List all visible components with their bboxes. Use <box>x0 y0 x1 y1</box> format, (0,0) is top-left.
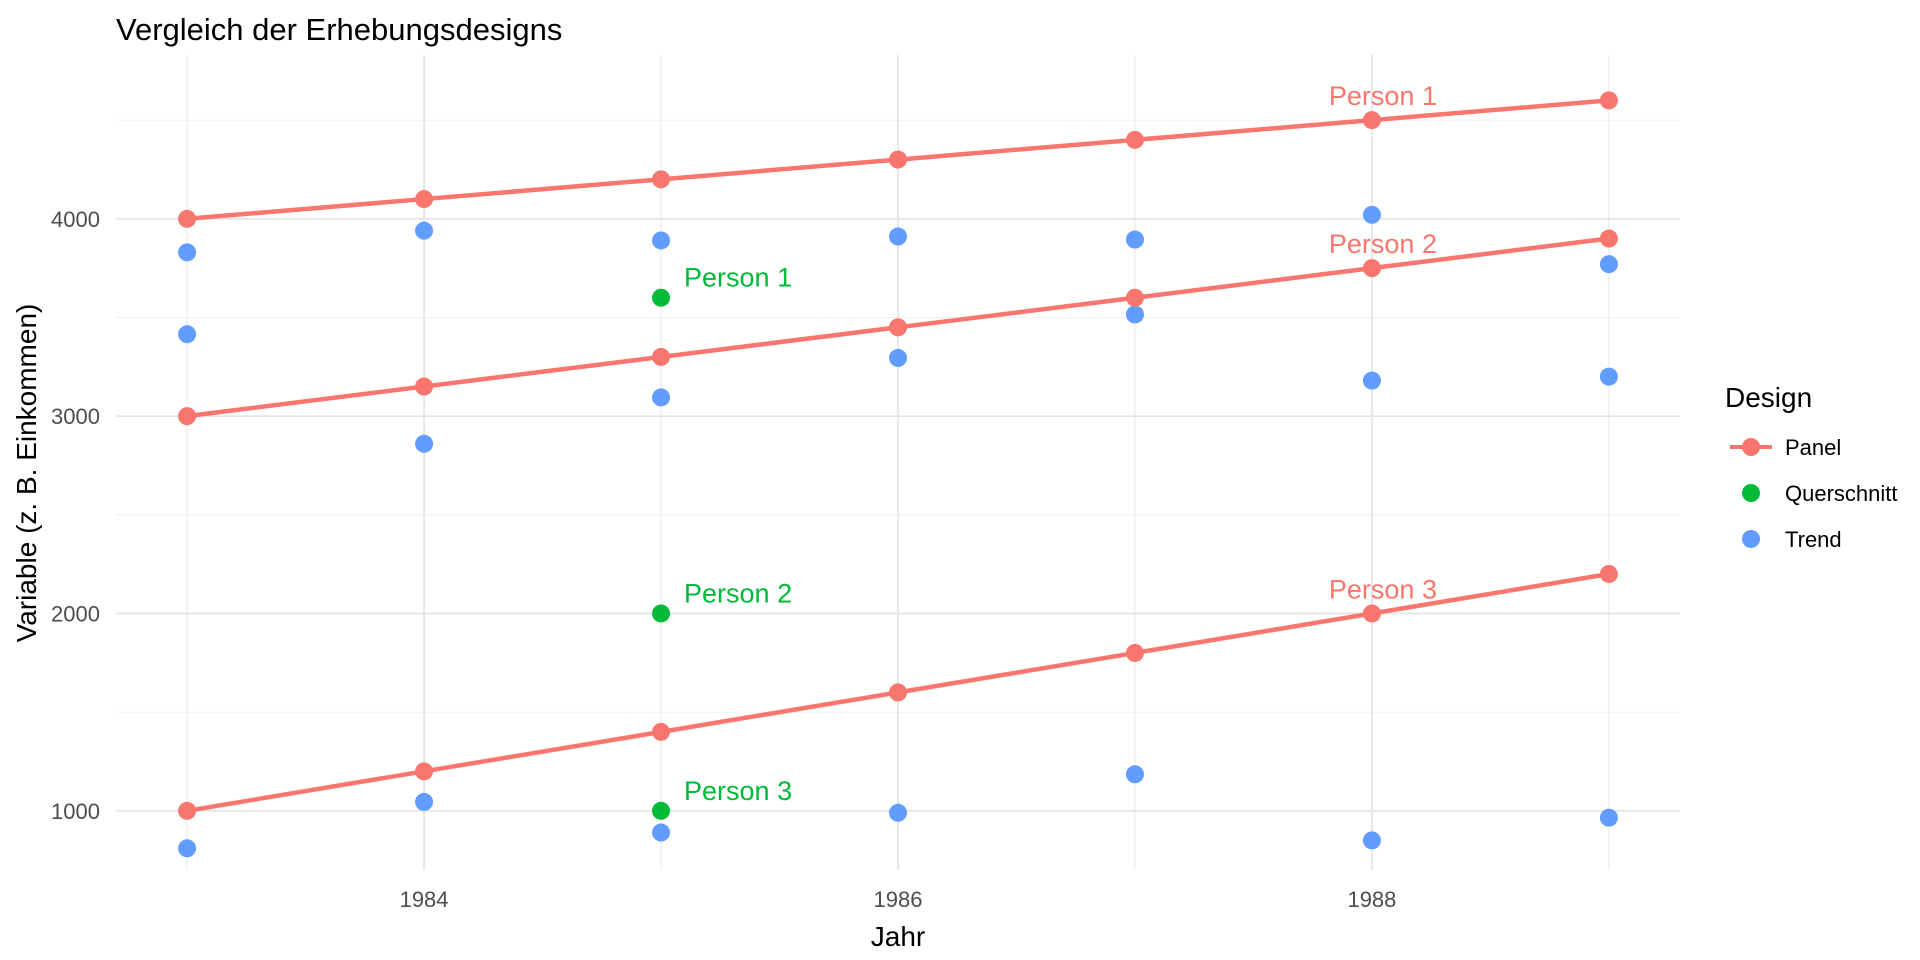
panel-point <box>1362 604 1381 623</box>
chart-title: Vergleich der Erhebungsdesigns <box>116 12 562 47</box>
x-axis-label: Jahr <box>871 921 925 952</box>
trend-point <box>415 792 434 811</box>
grid <box>116 55 1680 870</box>
panel-label-person-3: Person 3 <box>1329 574 1437 604</box>
trend-point <box>1125 305 1144 324</box>
legend-label-trend: Trend <box>1785 527 1842 552</box>
querschnitt-label-person-2: Person 2 <box>684 578 792 608</box>
x-axis-ticks: 1984 1986 1988 <box>400 887 1397 912</box>
legend-key-trend-point <box>1742 530 1760 548</box>
trend-point <box>889 227 907 246</box>
x-tick-label: 1988 <box>1347 887 1396 912</box>
legend-item-panel: Panel <box>1730 435 1841 460</box>
legend-key-panel-point <box>1742 438 1760 456</box>
legend-label-panel: Panel <box>1785 435 1841 460</box>
querschnitt-point <box>652 801 671 820</box>
panel-point <box>415 190 434 209</box>
panel-point <box>889 150 907 169</box>
trend-point <box>178 325 197 344</box>
y-tick-label: 4000 <box>51 207 100 232</box>
panel-point <box>652 170 671 189</box>
panel-point <box>415 377 434 396</box>
trend-point <box>652 231 671 250</box>
trend-point <box>178 839 197 858</box>
trend-point <box>1362 831 1381 850</box>
querschnitt-point <box>652 288 671 307</box>
panel-point <box>1362 111 1381 130</box>
panel-point <box>178 801 197 820</box>
panel-point <box>1125 130 1144 149</box>
trend-point <box>1125 230 1144 249</box>
panel-point <box>1125 288 1144 307</box>
y-axis-ticks: 1000 2000 3000 4000 <box>51 207 100 824</box>
y-tick-label: 1000 <box>51 799 100 824</box>
trend-point <box>889 348 907 367</box>
y-axis-label: Variable (z. B. Einkommen) <box>11 304 42 643</box>
panel-point <box>652 347 671 366</box>
panel-point <box>178 407 197 426</box>
querschnitt-label-person-1: Person 1 <box>684 263 792 293</box>
panel-point <box>178 209 197 228</box>
legend: Design Panel Querschnitt Trend <box>1725 382 1898 552</box>
panel-point <box>1599 564 1618 583</box>
querschnitt-label-person-3: Person 3 <box>684 776 792 806</box>
legend-title: Design <box>1725 382 1812 413</box>
trend-point <box>652 388 671 407</box>
trend-point <box>1599 808 1618 827</box>
legend-label-querschnitt: Querschnitt <box>1785 481 1898 506</box>
plot-area: Person 1 Person 2 Person 3 Person 1 Person 2… <box>178 81 1618 858</box>
trend-point <box>652 823 671 842</box>
x-tick-label: 1986 <box>874 887 923 912</box>
panel-point <box>889 318 907 337</box>
legend-item-trend: Trend <box>1742 527 1842 552</box>
trend-point <box>1599 255 1618 274</box>
panel-point <box>889 683 907 702</box>
trend-point <box>1599 367 1618 386</box>
panel-point <box>1599 229 1618 248</box>
panel-point <box>1125 643 1144 662</box>
trend-point <box>415 434 434 453</box>
panel-point <box>652 722 671 741</box>
y-tick-label: 3000 <box>51 404 100 429</box>
panel-point <box>415 762 434 781</box>
trend-point <box>889 803 907 822</box>
y-tick-label: 2000 <box>51 601 100 626</box>
trend-point <box>415 221 434 240</box>
legend-item-querschnitt: Querschnitt <box>1742 481 1898 506</box>
panel-label-person-1: Person 1 <box>1329 81 1437 111</box>
legend-key-querschnitt-point <box>1742 484 1760 502</box>
trend-point <box>1362 205 1381 224</box>
querschnitt-point <box>652 604 671 623</box>
x-tick-label: 1984 <box>400 887 449 912</box>
panel-label-person-2: Person 2 <box>1329 229 1437 259</box>
panel-point <box>1599 91 1618 110</box>
trend-point <box>1362 371 1381 390</box>
trend-point <box>178 243 197 262</box>
panel-point <box>1362 259 1381 278</box>
trend-point <box>1125 765 1144 784</box>
